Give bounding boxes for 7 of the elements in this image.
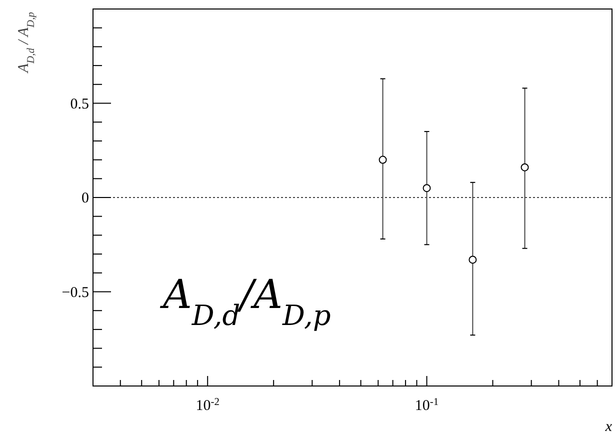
x-tick-label: 10$^{-1}$: [414, 396, 439, 414]
x-axis-title: x: [604, 419, 612, 435]
y-tick-label: −0.5: [62, 284, 89, 301]
y-tick-label: 0: [82, 190, 89, 206]
y-tick-label: 0.5: [70, 96, 89, 112]
annotation: A$_{D,d}$/A$_{D,p}$: [159, 272, 331, 332]
x-tick-label: 10$^{-2}$: [196, 396, 220, 414]
